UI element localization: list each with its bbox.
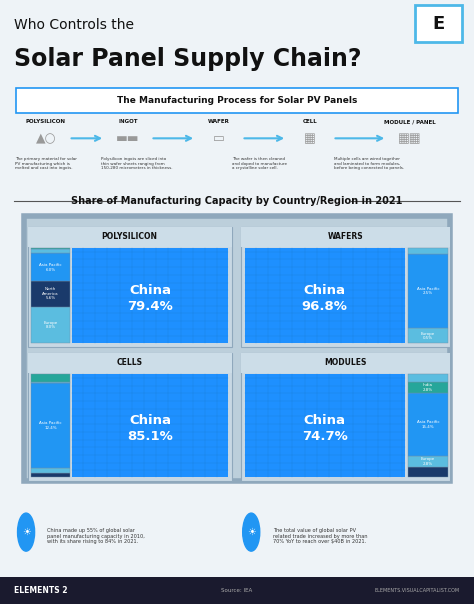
Text: MODULE / PANEL: MODULE / PANEL (384, 119, 436, 124)
FancyBboxPatch shape (408, 329, 448, 343)
FancyBboxPatch shape (0, 576, 474, 604)
FancyBboxPatch shape (31, 467, 70, 473)
Text: ☀: ☀ (247, 527, 255, 537)
FancyBboxPatch shape (408, 393, 448, 456)
Text: China: China (304, 414, 346, 427)
Text: Asia Pacific
12.4%: Asia Pacific 12.4% (39, 421, 62, 429)
Text: The wafer is then cleaned
and doped to manufacture
a crystalline solar cell.: The wafer is then cleaned and doped to m… (232, 157, 287, 170)
Text: ☀: ☀ (22, 527, 30, 537)
FancyBboxPatch shape (245, 248, 405, 343)
FancyBboxPatch shape (408, 254, 448, 329)
Text: North
America
5.6%: North America 5.6% (42, 287, 59, 300)
Text: 79.4%: 79.4% (127, 300, 173, 313)
Text: POLYSILICON: POLYSILICON (102, 232, 158, 241)
FancyBboxPatch shape (408, 248, 448, 254)
Text: WAFER: WAFER (208, 119, 230, 124)
Text: INGOT: INGOT (118, 119, 137, 124)
FancyBboxPatch shape (408, 467, 448, 477)
Text: Share of Manufacturing Capacity by Country/Region in 2021: Share of Manufacturing Capacity by Count… (71, 196, 403, 205)
FancyBboxPatch shape (27, 353, 232, 481)
Text: CELLS: CELLS (117, 358, 143, 367)
FancyBboxPatch shape (31, 307, 70, 343)
Text: The Manufacturing Process for Solar PV Panels: The Manufacturing Process for Solar PV P… (117, 97, 357, 106)
Text: E: E (432, 14, 445, 33)
FancyBboxPatch shape (27, 226, 232, 246)
Text: ▦▦: ▦▦ (398, 132, 422, 145)
FancyBboxPatch shape (72, 248, 228, 343)
Text: 96.8%: 96.8% (302, 300, 347, 313)
FancyBboxPatch shape (245, 374, 405, 477)
FancyBboxPatch shape (408, 374, 448, 382)
Text: Asia Pacific
15.4%: Asia Pacific 15.4% (417, 420, 439, 429)
Text: WAFERS: WAFERS (328, 232, 364, 241)
Text: 85.1%: 85.1% (127, 429, 173, 443)
Text: Source: IEA: Source: IEA (221, 588, 253, 593)
Text: The total value of global solar PV
related trade increased by more than
70% YoY : The total value of global solar PV relat… (273, 528, 367, 544)
Text: Europe
2.8%: Europe 2.8% (421, 457, 435, 466)
FancyBboxPatch shape (31, 249, 70, 254)
Text: 74.7%: 74.7% (302, 429, 347, 443)
Text: Europe
0.5%: Europe 0.5% (421, 332, 435, 340)
Text: ▬▬: ▬▬ (116, 132, 139, 145)
FancyBboxPatch shape (408, 382, 448, 393)
Text: ▭: ▭ (213, 132, 225, 145)
Text: China: China (129, 414, 171, 427)
FancyBboxPatch shape (31, 473, 70, 477)
Text: China made up 55% of global solar
panel manufacturing capacity in 2010,
with its: China made up 55% of global solar panel … (47, 528, 145, 544)
FancyBboxPatch shape (408, 456, 448, 467)
Text: Asia Pacific
2.5%: Asia Pacific 2.5% (417, 287, 439, 295)
FancyBboxPatch shape (241, 226, 450, 347)
Text: Solar Panel Supply Chain?: Solar Panel Supply Chain? (14, 47, 362, 71)
Text: Europe
8.0%: Europe 8.0% (44, 321, 58, 329)
Text: Who Controls the: Who Controls the (14, 18, 134, 32)
FancyBboxPatch shape (16, 88, 458, 114)
Text: ▦: ▦ (304, 132, 316, 145)
FancyBboxPatch shape (31, 254, 70, 281)
FancyBboxPatch shape (241, 353, 450, 373)
Text: CELL: CELL (302, 119, 317, 124)
FancyBboxPatch shape (27, 353, 232, 373)
FancyBboxPatch shape (31, 248, 70, 249)
FancyBboxPatch shape (415, 5, 462, 42)
FancyBboxPatch shape (31, 281, 70, 307)
Text: ELEMENTS.VISUALCAPITALIST.COM: ELEMENTS.VISUALCAPITALIST.COM (374, 588, 460, 593)
FancyBboxPatch shape (31, 382, 70, 383)
Text: ELEMENTS 2: ELEMENTS 2 (14, 586, 68, 595)
FancyBboxPatch shape (24, 216, 450, 481)
Text: Polysilicon ingots are sliced into
thin wafer sheets ranging from
150-280 microm: Polysilicon ingots are sliced into thin … (101, 157, 173, 170)
Text: MODULES: MODULES (324, 358, 367, 367)
Text: China: China (304, 284, 346, 297)
FancyBboxPatch shape (27, 226, 232, 347)
Text: Multiple cells are wired together
and laminated to form modules,
before being co: Multiple cells are wired together and la… (334, 157, 404, 170)
Circle shape (18, 513, 35, 551)
Text: The primary material for solar
PV manufacturing which is
melted and cast into in: The primary material for solar PV manufa… (15, 157, 77, 170)
FancyBboxPatch shape (31, 383, 70, 467)
FancyBboxPatch shape (241, 353, 450, 481)
Text: POLYSILICON: POLYSILICON (26, 119, 66, 124)
Text: ▲○: ▲○ (36, 132, 56, 145)
Text: China: China (129, 284, 171, 297)
FancyBboxPatch shape (241, 226, 450, 246)
Circle shape (243, 513, 260, 551)
FancyBboxPatch shape (31, 374, 70, 382)
Text: Asia Pacific
6.0%: Asia Pacific 6.0% (39, 263, 62, 272)
Text: India
2.8%: India 2.8% (423, 383, 433, 392)
FancyBboxPatch shape (72, 374, 228, 477)
